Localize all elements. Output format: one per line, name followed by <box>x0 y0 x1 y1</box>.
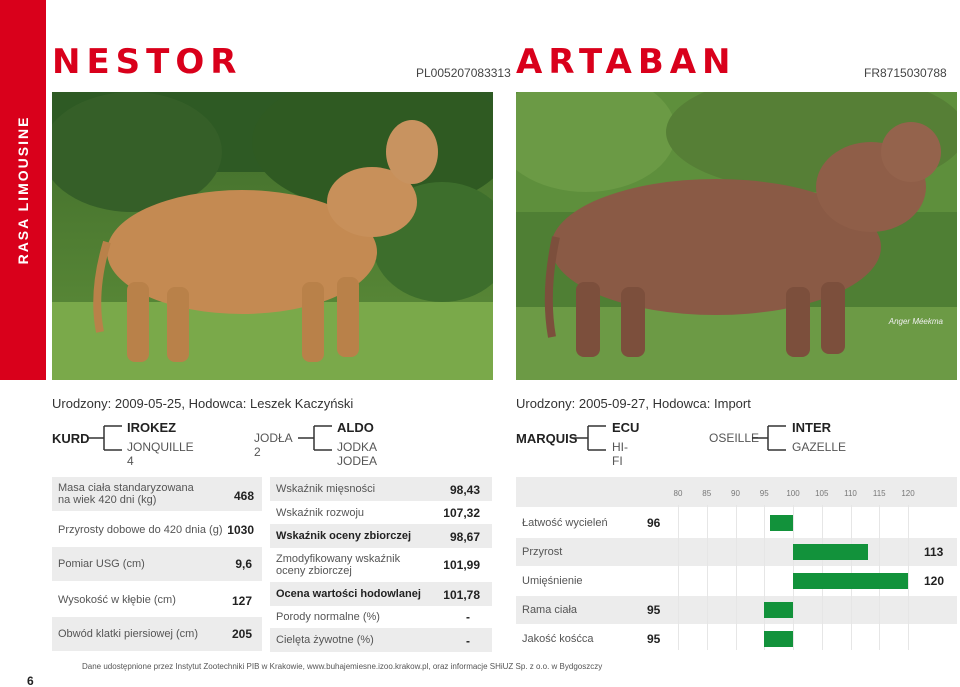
table-row-label: Przyrosty dobowe do 420 dnia (g) <box>58 524 223 536</box>
chart-tick-label: 120 <box>901 489 915 498</box>
chart-category-label: Przyrost <box>522 546 563 558</box>
table-row-band <box>52 547 262 581</box>
chart-row-band <box>516 538 957 566</box>
table-row-label: Wskaźnik oceny zbiorczej <box>276 530 412 542</box>
chart-gridline <box>908 505 909 650</box>
table-row-value: 9,6 <box>235 557 252 571</box>
table-row-label: Obwód klatki piersiowej (cm) <box>58 628 198 640</box>
chart-bar <box>793 573 908 589</box>
bull-name-nestor: NESTOR <box>52 42 243 82</box>
table-row-label: Wysokość w kłębie (cm) <box>58 594 176 606</box>
photo-artaban: Anger Méekma <box>516 92 957 380</box>
table-row-band <box>270 582 492 606</box>
chart-tick-label: 105 <box>815 489 829 498</box>
pedigree-dam-dam: JODKA JODEA <box>337 440 378 468</box>
table-row-label: Pomiar USG (cm) <box>58 558 145 570</box>
chart-header-band <box>516 477 957 507</box>
pedigree-dam: JODŁA 2 <box>254 431 293 459</box>
pedigree-dam: OSEILLE <box>709 431 760 445</box>
breed-label: RASA LIMOUSINE <box>15 115 31 265</box>
pedigree-sire: KURD <box>52 431 90 446</box>
chart-tick-label: 90 <box>731 489 740 498</box>
chart-gridline <box>764 505 766 650</box>
pedigree-bracket <box>88 425 122 451</box>
chart-bar <box>770 515 793 531</box>
pedigree-sire: MARQUIS <box>516 431 578 446</box>
pedigree-dam-sire: INTER <box>792 420 831 435</box>
bull-id-nestor: PL005207083313 <box>416 66 511 80</box>
chart-value-label: 95 <box>647 603 661 617</box>
table-row-value: - <box>466 634 470 648</box>
pedigree-dam-sire: ALDO <box>337 420 374 435</box>
bull-name-artaban: ARTABAN <box>516 42 737 82</box>
table-row-label: Zmodyfikowany wskaźnik oceny zbiorczej <box>276 553 401 577</box>
pedigree-sire-dam: JONQUILLE 4 <box>127 440 194 468</box>
footer-note: Dane udostępnione przez Instytut Zootech… <box>82 662 603 671</box>
pedigree-sire-dam: HI-FI <box>612 440 628 468</box>
table-row-value: - <box>466 610 470 624</box>
photo-nestor <box>52 92 493 380</box>
chart-gridline <box>706 505 708 650</box>
table-row-value: 1030 <box>227 523 254 537</box>
table-row-band <box>52 477 262 511</box>
table-row-band <box>270 477 492 501</box>
bull-id-artaban: FR8715030788 <box>864 66 947 80</box>
pedigree-bracket <box>298 425 332 451</box>
chart-bar <box>764 631 793 647</box>
pedigree-bracket <box>572 425 606 451</box>
table-row-label: Ocena wartości hodowlanej <box>276 588 421 600</box>
chart-category-label: Umięśnienie <box>522 575 583 587</box>
pedigree-sire-sire: IROKEZ <box>127 420 177 435</box>
table-row-value: 98,43 <box>449 483 480 497</box>
chart-tick-label: 110 <box>844 489 857 498</box>
chart-value-label: 96 <box>647 516 661 530</box>
pedigree-bracket <box>752 425 786 451</box>
table-row-value: 205 <box>231 627 252 641</box>
chart-tick-label: 95 <box>759 489 769 498</box>
table-row-label: Wskaźnik rozwoju <box>276 506 365 519</box>
chart-bar <box>764 602 793 618</box>
chart-value-label: 113 <box>924 545 944 559</box>
chart-category-label: Rama ciała <box>522 604 578 616</box>
table-row-value: 101,78 <box>443 588 480 602</box>
table-row-band <box>270 524 492 548</box>
chart-tick-label: 80 <box>673 489 683 498</box>
chart-value-label: 120 <box>924 574 945 588</box>
born-artaban: Urodzony: 2005-09-27, Hodowca: Import <box>516 396 751 411</box>
table-row-label: Wskaźnik mięsności <box>276 483 376 495</box>
table-row-label: Cielęta żywotne (%) <box>276 634 374 646</box>
chart-category-label: Łatwość wycieleń <box>522 517 608 529</box>
chart-value-label: 95 <box>647 632 661 646</box>
chart-gridline <box>735 505 737 650</box>
table-row-label: Porody normalne (%) <box>276 611 380 623</box>
chart-category-label: Jakość kośćca <box>522 633 594 645</box>
chart-tick-label: 85 <box>702 489 712 498</box>
table-row-band <box>270 628 492 652</box>
table-row-band <box>52 617 262 651</box>
pedigree-sire-sire: ECU <box>612 420 640 435</box>
page-number: 6 <box>27 674 34 687</box>
chart-gridline <box>678 505 679 650</box>
chart-tick-label: 100 <box>786 489 800 498</box>
table-row-value: 468 <box>233 489 254 503</box>
table-row-label: Masa ciała standaryzowana na wiek 420 dn… <box>58 482 194 506</box>
table-row-value: 107,32 <box>443 506 480 520</box>
chart-tick-label: 115 <box>872 489 886 498</box>
table-row-value: 101,99 <box>443 558 480 572</box>
pedigree-dam-dam: GAZELLE <box>792 440 847 454</box>
table-row-value: 127 <box>231 594 252 608</box>
table-row-value: 98,67 <box>449 530 480 544</box>
born-nestor: Urodzony: 2009-05-25, Hodowca: Leszek Ka… <box>52 396 354 411</box>
side-bar: RASA LIMOUSINE <box>0 0 46 380</box>
chart-row-band <box>516 596 957 624</box>
chart-bar <box>793 544 868 560</box>
photo-credit: Anger Méekma <box>888 317 943 326</box>
